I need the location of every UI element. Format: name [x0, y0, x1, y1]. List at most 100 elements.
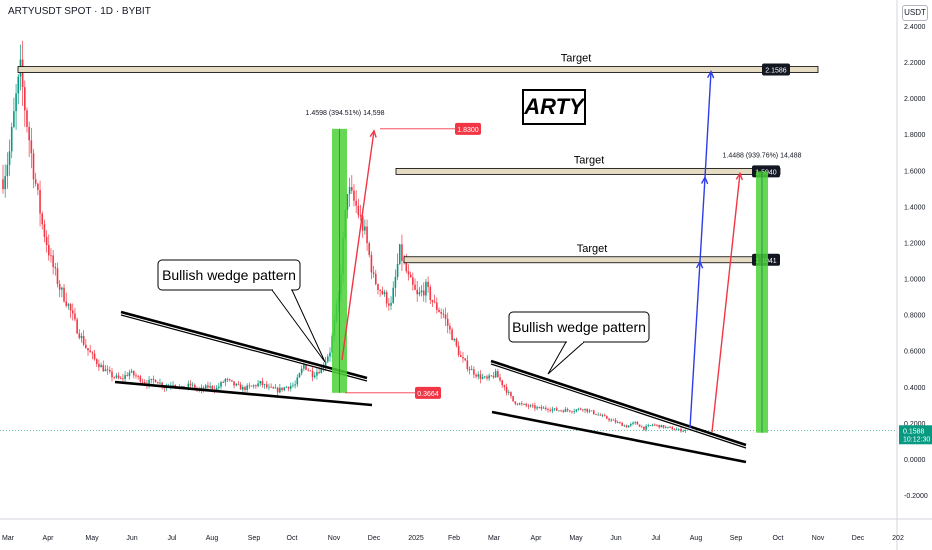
- candle-body: [534, 405, 536, 409]
- candle-body: [115, 375, 118, 378]
- candle-body: [104, 369, 107, 372]
- candle-body: [355, 200, 357, 206]
- candle-body: [113, 377, 115, 379]
- candle-body: [85, 344, 87, 349]
- candle-body: [15, 93, 17, 112]
- y-tick-label: 2.4000: [904, 24, 926, 31]
- candle-body: [540, 407, 543, 409]
- candle-body: [401, 244, 403, 261]
- candle-body: [313, 375, 316, 378]
- x-tick-label: Dec: [852, 535, 865, 542]
- candle-body: [187, 383, 190, 388]
- wedge-line: [120, 314, 368, 382]
- candle-body: [630, 423, 632, 426]
- projection-arrow[interactable]: [341, 130, 375, 361]
- wedge-line[interactable]: [120, 310, 368, 380]
- x-tick-label: Apr: [43, 535, 55, 542]
- candle-body: [475, 374, 477, 377]
- candle-body: [265, 384, 268, 388]
- y-tick-label: 1.2000: [904, 240, 926, 247]
- candle-body: [128, 372, 131, 376]
- candle-body: [174, 385, 177, 387]
- candle-body: [388, 303, 390, 306]
- candle-body: [30, 140, 33, 154]
- candle-body: [516, 403, 519, 405]
- candle-body: [292, 385, 294, 387]
- candle-body: [156, 382, 159, 384]
- candle-body: [514, 401, 517, 404]
- candle-body: [95, 359, 98, 364]
- x-tick-label: Jun: [126, 535, 137, 542]
- candle-body: [13, 111, 15, 128]
- candle-body: [320, 367, 323, 374]
- x-tick-label: Nov: [812, 535, 825, 542]
- candle-body: [56, 268, 59, 284]
- candle-body: [296, 377, 299, 385]
- wedge-line[interactable]: [114, 380, 373, 407]
- candle-body: [239, 384, 242, 390]
- candle-body: [488, 375, 490, 379]
- candle-body: [564, 409, 567, 412]
- candle-body: [566, 409, 569, 411]
- candle-body: [250, 385, 253, 387]
- y-tick-label: -0.2000: [904, 493, 928, 500]
- target-band[interactable]: [403, 256, 779, 264]
- candle-body: [172, 385, 174, 386]
- candle-body: [643, 426, 645, 430]
- candle-body: [261, 381, 264, 386]
- candle-body: [246, 385, 248, 390]
- pattern-label: Bullish wedge pattern: [512, 319, 646, 335]
- candle-body: [274, 387, 277, 389]
- callout-box[interactable]: [157, 259, 301, 291]
- candle-body: [536, 407, 538, 409]
- candle-body: [74, 313, 76, 320]
- x-tick-label: Jul: [652, 535, 661, 542]
- candle-body: [80, 336, 83, 338]
- candle-body: [573, 411, 575, 413]
- candle-body: [385, 292, 388, 304]
- candle-body: [647, 425, 650, 427]
- projection-arrow[interactable]: [704, 71, 712, 178]
- candle-body: [667, 426, 669, 428]
- candle-body: [592, 410, 595, 415]
- candle-body: [309, 370, 312, 372]
- wedge-line[interactable]: [491, 410, 747, 464]
- candle-body: [396, 263, 399, 277]
- wedge-line[interactable]: [490, 359, 747, 447]
- target-band[interactable]: [395, 167, 781, 175]
- candle-body: [189, 383, 192, 386]
- projection-arrow[interactable]: [699, 177, 706, 262]
- candle-body: [442, 313, 445, 315]
- candle-body: [416, 289, 418, 295]
- candle-body: [353, 190, 355, 201]
- candle-body: [429, 286, 432, 301]
- projection-arrow[interactable]: [711, 173, 741, 433]
- candle-body: [224, 379, 227, 383]
- candle-body: [614, 420, 617, 423]
- projection-arrow[interactable]: [689, 261, 701, 429]
- y-tick-label: 2.0000: [904, 96, 926, 103]
- target-band[interactable]: [17, 66, 819, 73]
- candle-body: [427, 281, 429, 287]
- candle-body: [462, 357, 464, 359]
- y-tick-label: 0.6000: [904, 349, 926, 356]
- y-tick-label: 1.4000: [904, 204, 926, 211]
- candle-body: [414, 284, 416, 290]
- candle-body: [87, 348, 89, 351]
- currency-button[interactable]: USDT: [902, 5, 928, 21]
- candle-body: [525, 403, 527, 406]
- candle-body: [477, 374, 480, 377]
- candle-body: [63, 287, 65, 302]
- candle-body: [126, 375, 129, 376]
- candle-body: [412, 277, 414, 285]
- candle-body: [453, 338, 456, 341]
- candle-body: [93, 353, 96, 360]
- measure-label: 1.4488 (939.76%) 14,488: [722, 152, 801, 159]
- x-tick-label: Sep: [730, 535, 743, 542]
- candle-body: [682, 430, 684, 432]
- candle-body: [636, 421, 639, 425]
- candle-body: [444, 314, 447, 319]
- chart-title: ARTYUSDT SPOT · 1D · BYBIT: [8, 6, 151, 17]
- candle-body: [298, 373, 301, 378]
